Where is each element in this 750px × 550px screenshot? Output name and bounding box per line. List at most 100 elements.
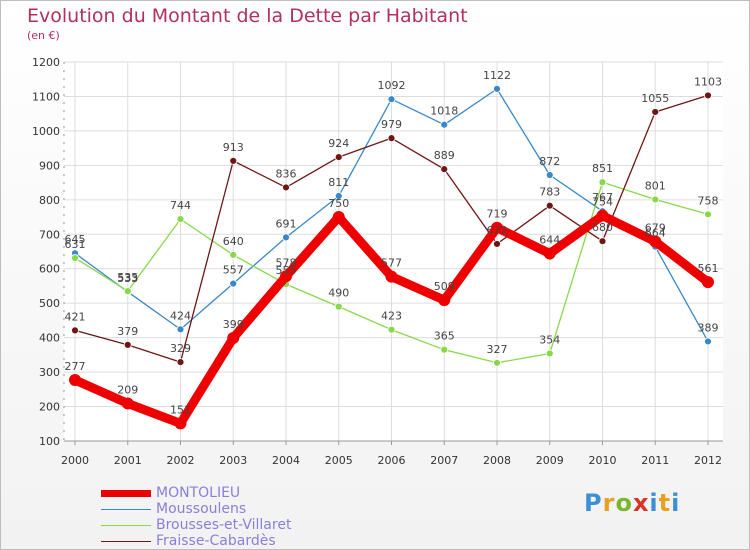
data-point-montolieu [702,276,714,289]
data-label-fraisse-cabardes: 924 [328,137,349,150]
data-point-brousses-et-villaret [334,302,343,311]
data-label-moussoulens: 533 [117,272,138,285]
data-point-moussoulens [387,95,396,104]
data-label-fraisse-cabardes: 379 [117,325,138,338]
data-label-moussoulens: 557 [223,264,244,277]
data-label-moussoulens: 872 [539,155,560,168]
data-point-fraisse-cabardes [493,240,501,248]
data-point-fraisse-cabardes [229,156,238,165]
data-label-brousses-et-villaret: 640 [223,235,244,248]
x-tick-label: 2011 [641,454,669,467]
data-point-brousses-et-villaret [545,349,554,358]
legend-swatch-fraisse [101,541,151,542]
data-label-brousses-et-villaret: 354 [539,333,560,346]
data-point-fraisse-cabardes [334,153,343,161]
plot-area [64,62,723,441]
legend-label-montolieu: MONTOLIEU [156,485,241,501]
y-tick-label: 600 [39,263,60,276]
data-label-moussoulens: 691 [276,217,297,230]
data-label-montolieu: 719 [487,208,508,221]
data-point-fraisse-cabardes [651,108,660,116]
data-label-fraisse-cabardes: 1103 [694,75,722,88]
data-point-montolieu [491,221,503,234]
data-label-brousses-et-villaret: 744 [170,199,191,212]
x-tick-label: 2003 [219,454,247,467]
data-label-fraisse-cabardes: 783 [539,186,560,199]
x-tick-label: 2007 [430,454,458,467]
data-label-brousses-et-villaret: 490 [328,287,349,300]
data-point-brousses-et-villaret [440,345,449,354]
x-tick-label: 2004 [272,454,300,467]
y-tick-label: 200 [39,401,60,414]
data-point-brousses-et-villaret [493,358,501,367]
data-point-brousses-et-villaret [598,178,607,187]
chart-title: Evolution du Montant de la Dette par Hab… [27,5,468,27]
data-label-brousses-et-villaret: 535 [117,271,138,284]
data-point-montolieu [280,270,292,283]
y-tick-label: 300 [39,366,60,379]
data-point-fraisse-cabardes [282,183,290,192]
legend-label-fraisse: Fraisse-Cabardès [156,533,276,549]
x-tick-label: 2000 [61,454,89,467]
data-point-moussoulens [545,171,554,179]
x-tick-label: 2001 [114,454,142,467]
data-label-moussoulens: 645 [65,233,86,246]
data-point-moussoulens [334,192,343,200]
data-label-moussoulens: 1092 [378,79,406,92]
legend-label-moussoulens: Moussoulens [156,501,247,517]
data-label-moussoulens: 811 [328,176,349,189]
data-point-brousses-et-villaret [651,195,660,204]
x-tick-label: 2006 [378,454,406,467]
legend-swatch-brousses [101,525,151,526]
data-point-fraisse-cabardes [704,91,712,100]
data-label-moussoulens: 1018 [430,105,458,118]
data-point-montolieu [649,235,662,248]
data-label-fraisse-cabardes: 913 [223,141,244,154]
data-point-fraisse-cabardes [71,326,79,335]
data-label-brousses-et-villaret: 851 [592,162,613,175]
data-point-moussoulens [704,337,712,346]
y-tick-label: 500 [39,297,60,310]
data-point-fraisse-cabardes [176,358,185,366]
data-point-montolieu [174,417,187,430]
data-point-moussoulens [229,279,238,288]
data-label-montolieu: 399 [223,318,244,331]
x-tick-label: 2009 [536,454,564,467]
data-point-montolieu [69,374,81,387]
data-label-moussoulens: 1122 [483,69,511,82]
data-label-fraisse-cabardes: 1055 [641,92,669,105]
data-label-fraisse-cabardes: 672 [487,224,508,237]
data-label-brousses-et-villaret: 555 [276,264,297,277]
data-point-brousses-et-villaret [387,325,396,334]
y-tick-label: 100 [39,435,60,448]
data-point-montolieu [596,209,609,222]
y-tick-label: 900 [39,159,60,172]
y-tick-label: 700 [39,228,60,241]
data-label-montolieu: 209 [117,383,138,396]
data-point-moussoulens [440,120,449,129]
x-tick-label: 2002 [167,454,195,467]
y-tick-label: 1000 [32,125,60,138]
data-point-moussoulens [493,84,501,93]
data-point-fraisse-cabardes [387,134,396,143]
x-tick-label: 2008 [483,454,511,467]
data-point-fraisse-cabardes [440,165,449,174]
legend-swatch-moussoulens [101,509,151,510]
line-chart: 100 200 300 400 500 600 700 800 900 1000 1100 1200 2… [32,56,723,467]
y-tick-label: 1200 [32,56,60,69]
chart-unit: (en €) [27,29,60,42]
data-point-brousses-et-villaret [704,210,712,219]
data-label-montolieu: 754 [592,196,613,209]
data-label-brousses-et-villaret: 423 [381,310,402,323]
data-label-brousses-et-villaret: 365 [434,330,455,343]
legend-swatch-montolieu [101,490,151,497]
data-point-montolieu [121,397,134,410]
proxiti-logo: Proxiti [584,489,681,517]
data-point-moussoulens [176,325,185,334]
data-label-montolieu: 277 [65,360,86,373]
data-point-brousses-et-villaret [176,215,185,224]
data-label-moussoulens: 424 [170,309,191,322]
data-label-brousses-et-villaret: 327 [487,343,508,356]
y-tick-label: 400 [39,332,60,345]
